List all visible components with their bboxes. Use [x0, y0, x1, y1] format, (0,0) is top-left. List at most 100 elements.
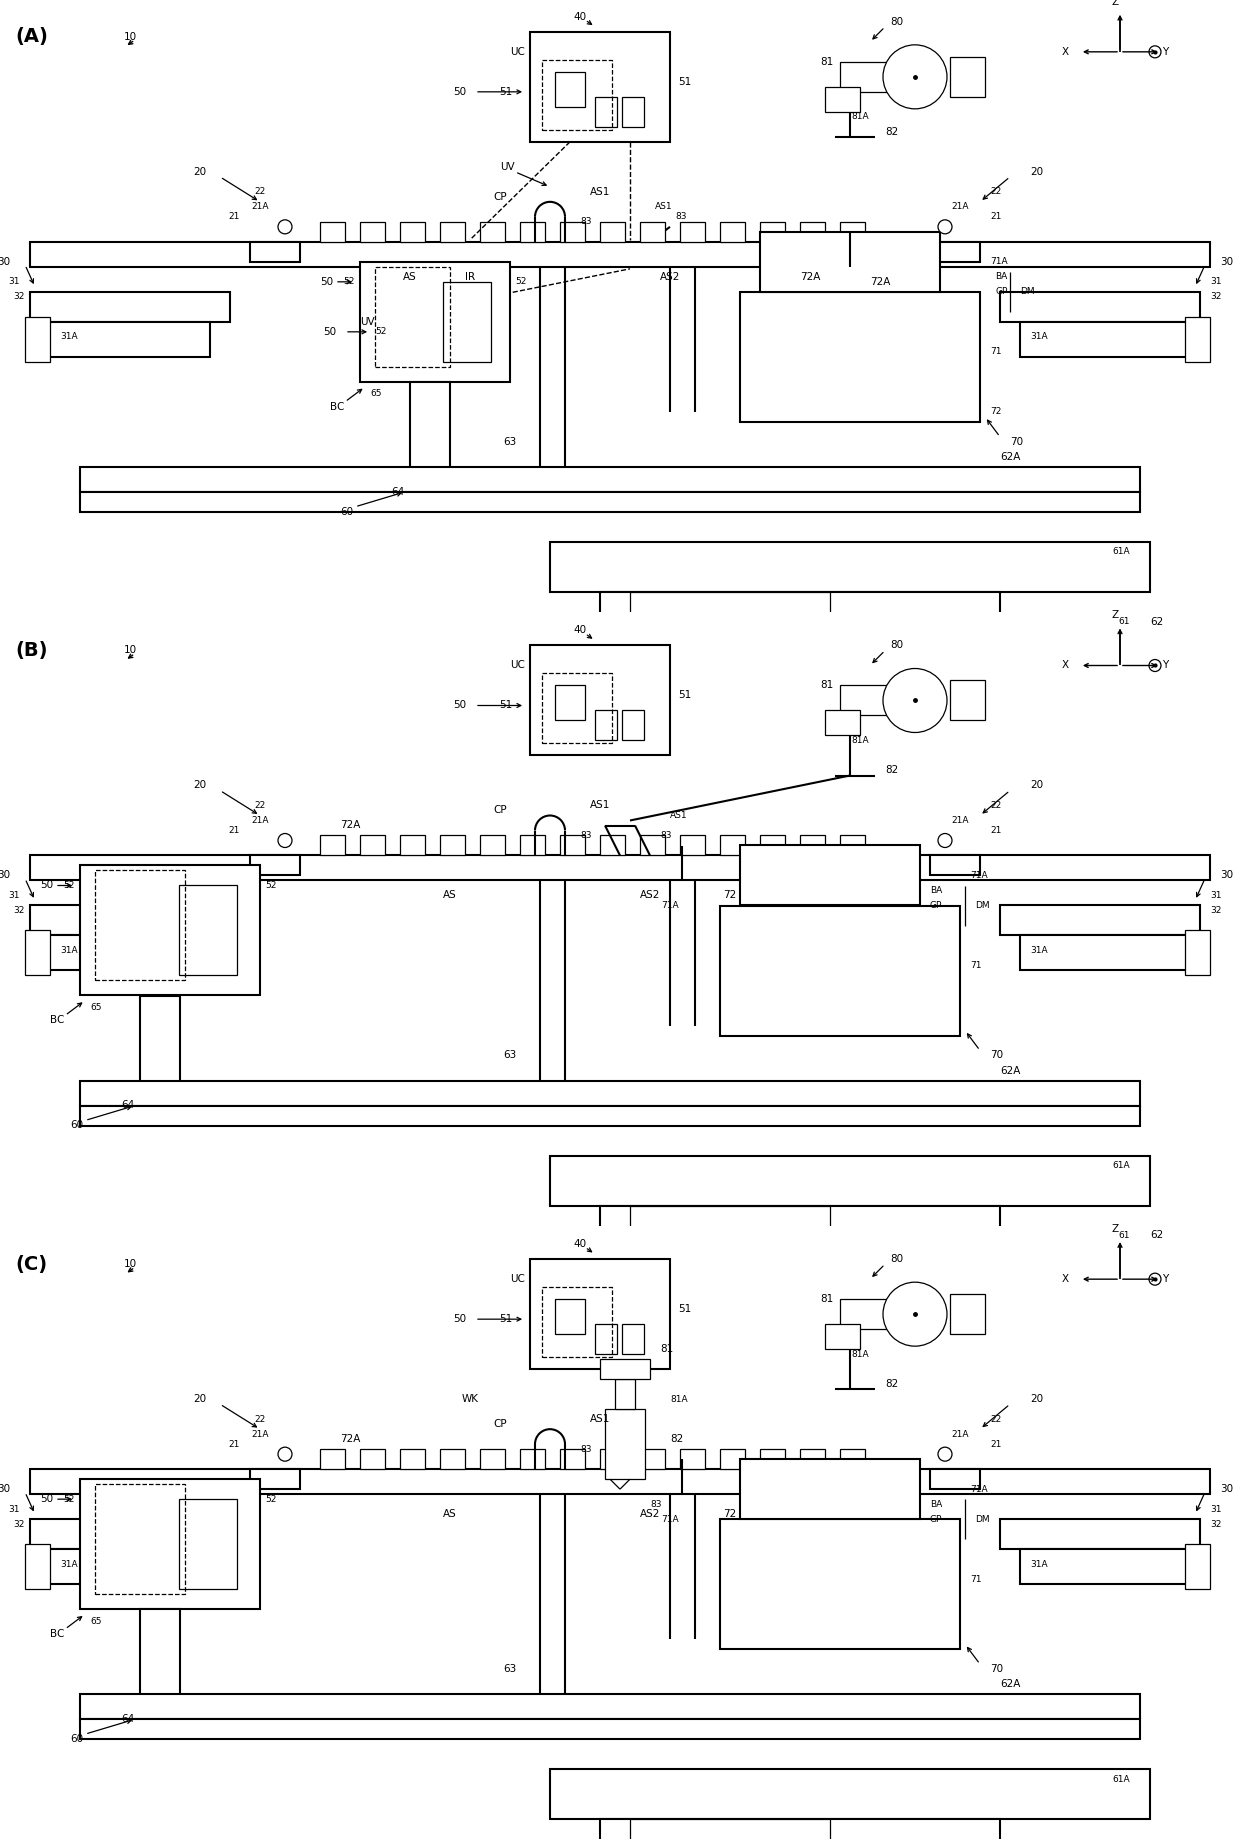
Circle shape: [883, 44, 947, 109]
Bar: [480, 836, 505, 856]
Bar: [30, 1548, 210, 1583]
Bar: [680, 221, 706, 241]
Bar: [320, 1449, 345, 1469]
Text: 70: 70: [1011, 436, 1023, 447]
Bar: [520, 836, 546, 856]
Bar: [30, 856, 1210, 880]
Text: 40: 40: [573, 626, 587, 635]
Bar: [250, 1469, 300, 1489]
Text: CP: CP: [494, 806, 507, 816]
Text: BC: BC: [330, 401, 345, 412]
Text: AS1: AS1: [590, 1414, 610, 1425]
Bar: [360, 221, 384, 241]
Text: 52: 52: [63, 1495, 74, 1504]
Bar: [950, 1294, 985, 1335]
Text: AS: AS: [403, 272, 417, 282]
Text: 80: 80: [890, 641, 903, 650]
Text: 50: 50: [324, 328, 336, 337]
Bar: [556, 72, 585, 107]
Text: Y: Y: [1162, 46, 1168, 57]
Bar: [800, 836, 825, 856]
Bar: [529, 646, 670, 755]
Bar: [140, 1609, 180, 1729]
Text: 81A: 81A: [851, 112, 869, 122]
Bar: [81, 492, 1140, 512]
Text: 65: 65: [91, 1616, 102, 1626]
Text: Y: Y: [1162, 1274, 1168, 1285]
Bar: [140, 996, 180, 1116]
Text: BC: BC: [50, 1016, 64, 1025]
Text: 31A: 31A: [60, 946, 78, 955]
Bar: [930, 856, 980, 876]
Bar: [740, 293, 980, 422]
Text: 20: 20: [1030, 781, 1043, 790]
Text: UV: UV: [360, 317, 374, 328]
Bar: [401, 836, 425, 856]
Bar: [600, 1206, 999, 1285]
Text: (A): (A): [15, 28, 48, 46]
Text: 30: 30: [1220, 258, 1233, 267]
Bar: [740, 845, 920, 906]
Text: AS2: AS2: [640, 1510, 660, 1519]
Text: 83: 83: [580, 830, 591, 839]
Bar: [30, 293, 229, 322]
Bar: [720, 221, 745, 241]
Text: 83: 83: [675, 212, 687, 221]
Text: 71A: 71A: [970, 1484, 987, 1493]
Text: 81A: 81A: [851, 1349, 869, 1359]
Text: 10: 10: [124, 31, 136, 42]
Bar: [600, 1819, 999, 1841]
Text: 81: 81: [660, 1344, 673, 1355]
Bar: [30, 241, 1210, 267]
Bar: [360, 1449, 384, 1469]
Bar: [542, 61, 613, 131]
Bar: [480, 221, 505, 241]
Text: AS1: AS1: [590, 801, 610, 810]
Text: 22: 22: [990, 801, 1001, 810]
Text: BC: BC: [50, 1629, 64, 1638]
Text: 20: 20: [1030, 168, 1043, 177]
Text: 52: 52: [374, 328, 387, 337]
Text: 71: 71: [970, 1574, 982, 1583]
Text: 50: 50: [454, 700, 466, 711]
Bar: [680, 836, 706, 856]
Bar: [30, 935, 210, 970]
Text: AS2: AS2: [660, 272, 681, 282]
Bar: [551, 1156, 1149, 1206]
Bar: [640, 1449, 665, 1469]
Bar: [250, 241, 300, 261]
Text: 32: 32: [1210, 1519, 1221, 1528]
Bar: [760, 1449, 785, 1469]
Bar: [1185, 930, 1210, 976]
Text: 31: 31: [9, 1504, 20, 1513]
Text: 81: 81: [820, 1294, 833, 1303]
Bar: [600, 221, 625, 241]
Text: 31: 31: [1210, 278, 1221, 287]
Bar: [30, 906, 229, 935]
Text: 21A: 21A: [252, 203, 269, 212]
Bar: [825, 1324, 861, 1349]
Text: 30: 30: [0, 1484, 10, 1495]
Text: 65: 65: [91, 1003, 102, 1013]
Text: 51: 51: [678, 77, 691, 87]
Text: 20: 20: [193, 781, 207, 790]
Text: 52: 52: [63, 882, 74, 889]
Text: 51: 51: [498, 700, 512, 711]
Text: 64: 64: [122, 1714, 135, 1725]
Bar: [30, 1469, 1210, 1495]
Text: GP: GP: [930, 1515, 942, 1524]
Text: 32: 32: [14, 1519, 25, 1528]
Text: DM: DM: [1021, 287, 1034, 296]
Text: 82: 82: [885, 766, 898, 775]
Text: 81A: 81A: [670, 1395, 688, 1403]
Circle shape: [937, 1447, 952, 1462]
Bar: [720, 906, 960, 1035]
Bar: [480, 1449, 505, 1469]
Bar: [622, 98, 644, 127]
Text: WK: WK: [461, 1394, 479, 1405]
Text: 50: 50: [454, 1314, 466, 1324]
Text: 22: 22: [254, 188, 265, 197]
Bar: [999, 1519, 1200, 1548]
Bar: [542, 674, 613, 744]
Text: 70: 70: [990, 1664, 1003, 1673]
